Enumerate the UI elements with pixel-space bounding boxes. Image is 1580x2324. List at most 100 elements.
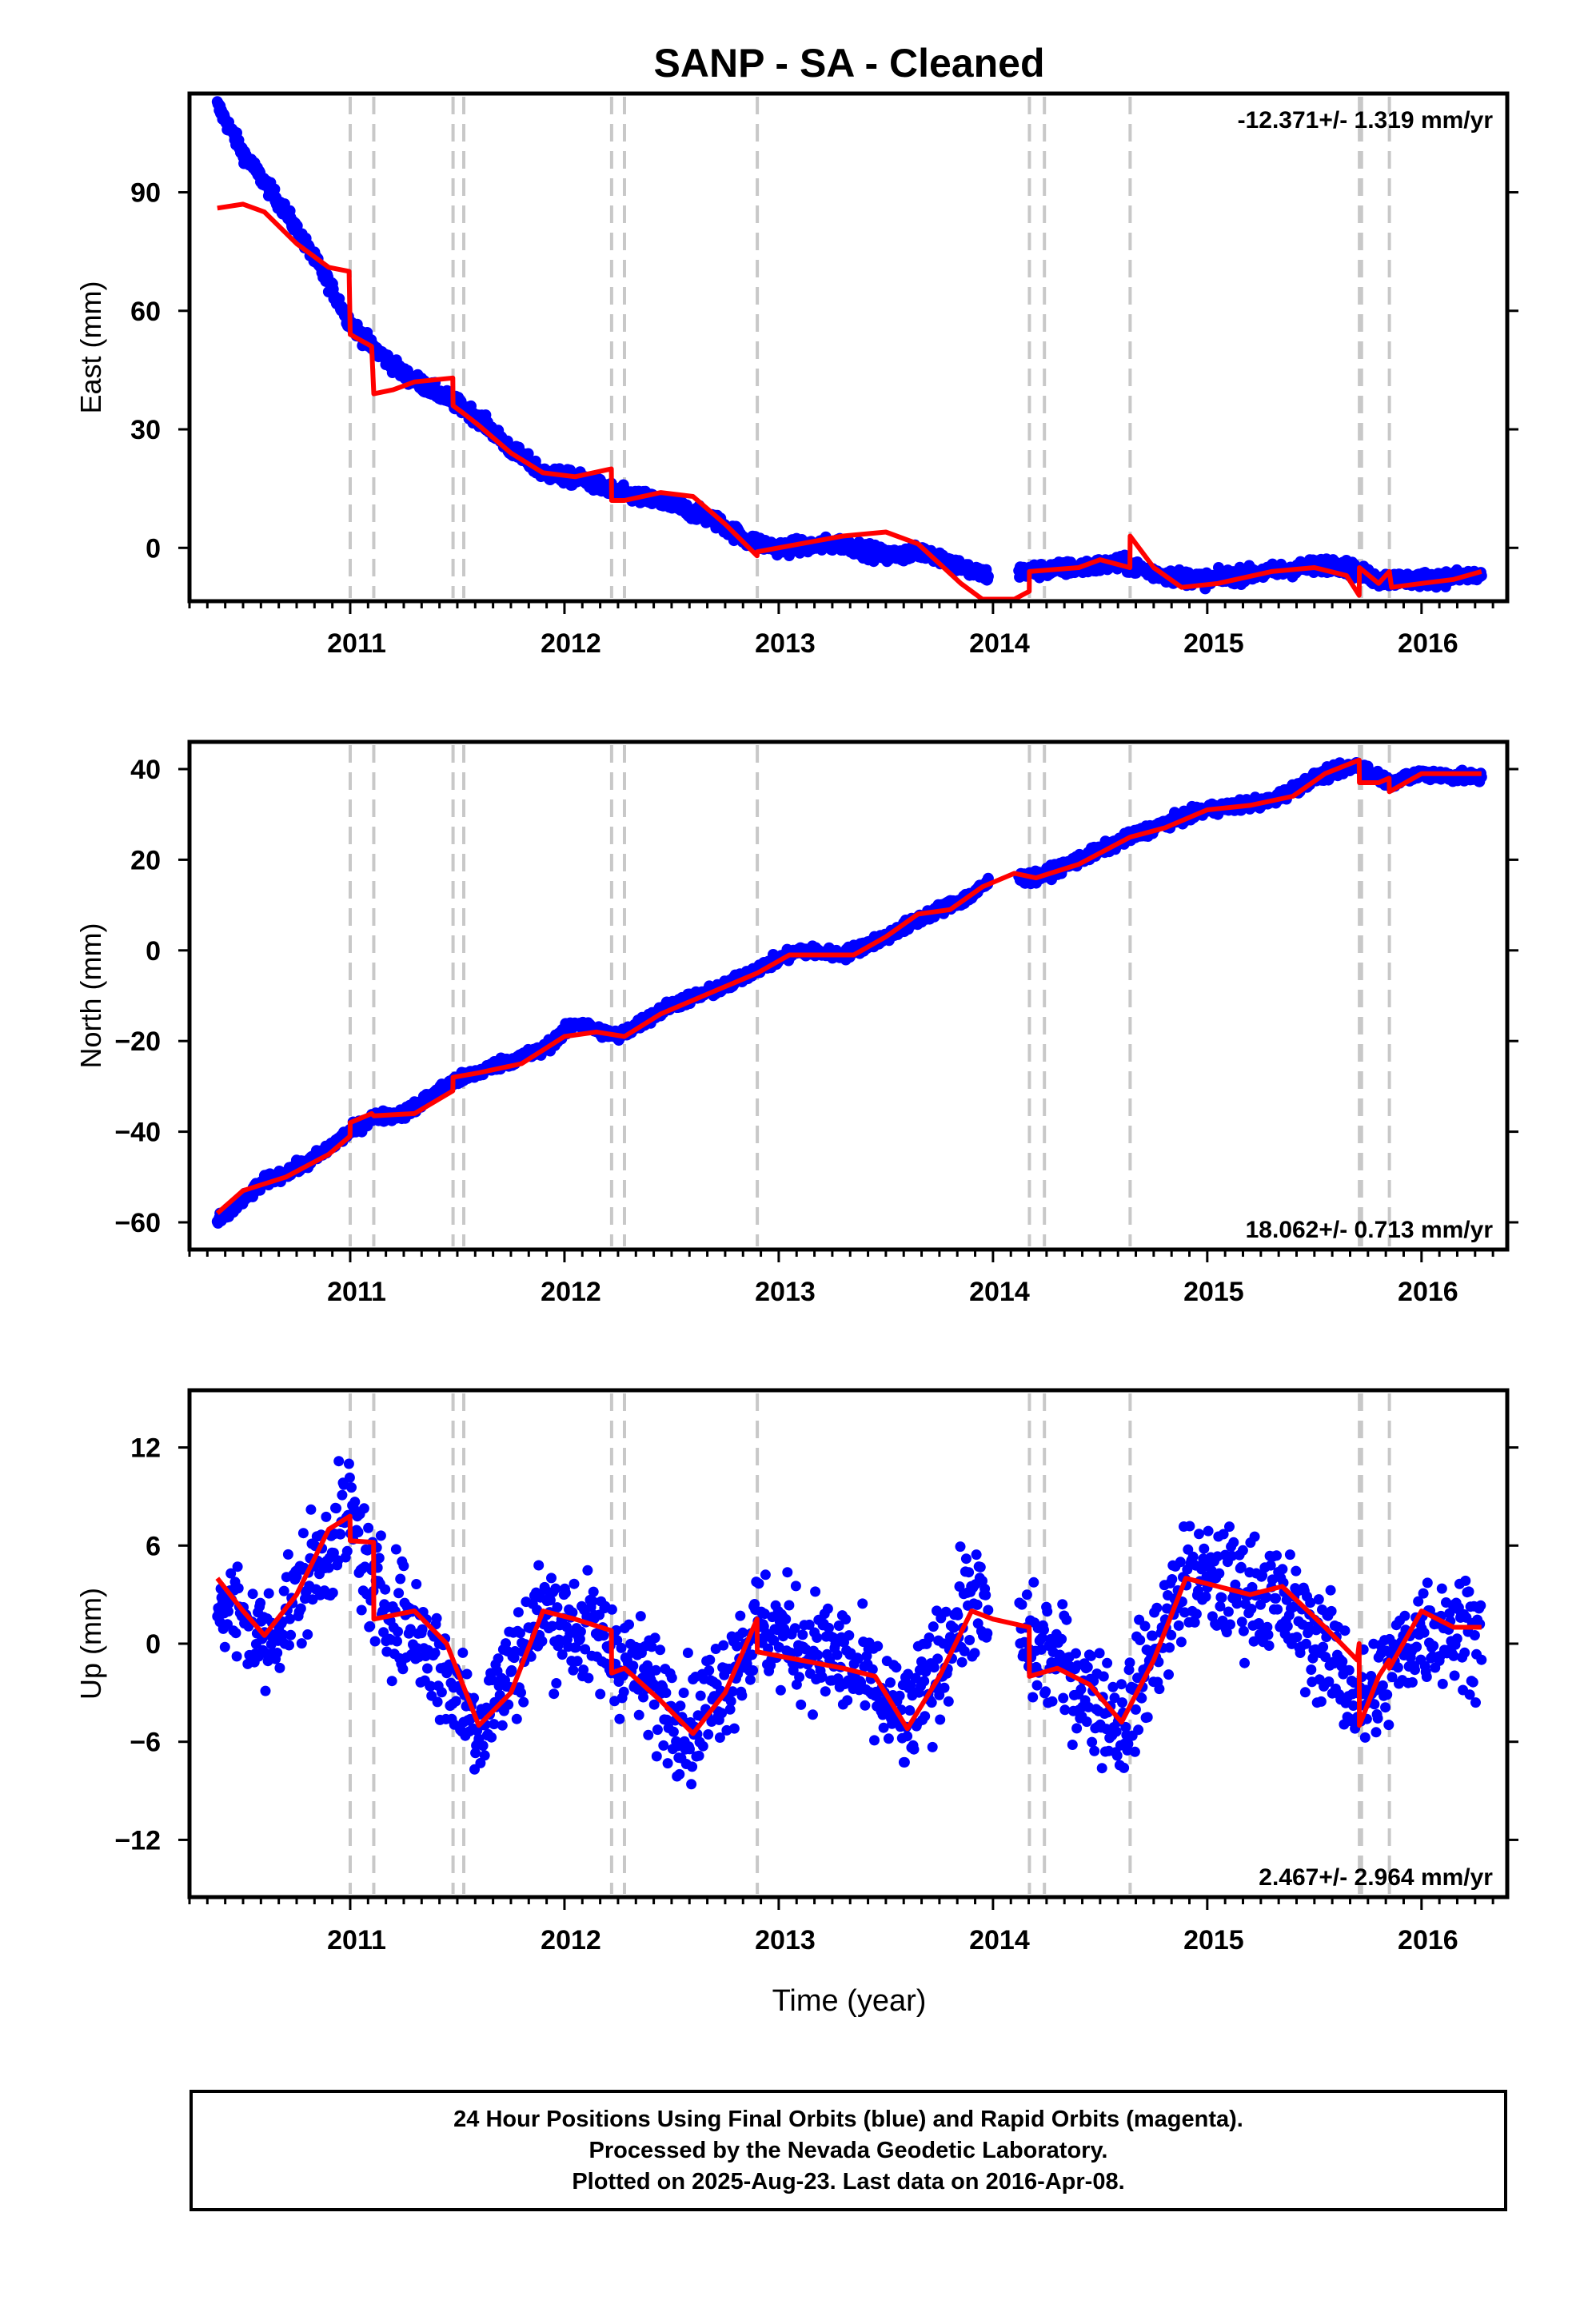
up-data-point bbox=[884, 1733, 894, 1744]
up-data-point bbox=[820, 1686, 831, 1696]
up-data-point bbox=[686, 1779, 696, 1789]
up-data-point bbox=[952, 1610, 963, 1620]
north-plot-frame bbox=[190, 742, 1507, 1250]
up-data-point bbox=[573, 1656, 583, 1666]
up-data-point bbox=[944, 1696, 954, 1707]
up-data-point bbox=[569, 1579, 580, 1589]
up-data-point bbox=[478, 1740, 489, 1751]
up-data-point bbox=[296, 1604, 306, 1614]
up-data-point bbox=[696, 1691, 706, 1701]
up-data-point bbox=[844, 1630, 854, 1640]
up-data-point bbox=[668, 1727, 679, 1737]
up-data-point bbox=[794, 1672, 804, 1682]
up-data-point bbox=[797, 1629, 808, 1640]
up-data-point bbox=[549, 1688, 559, 1699]
up-data-point bbox=[551, 1678, 561, 1688]
up-data-point bbox=[948, 1623, 959, 1633]
up-data-point bbox=[1097, 1763, 1107, 1773]
up-data-point bbox=[518, 1697, 529, 1708]
up-data-point bbox=[451, 1696, 461, 1706]
up-data-point bbox=[919, 1676, 929, 1686]
up-data-point bbox=[264, 1589, 274, 1599]
up-data-point bbox=[497, 1720, 508, 1731]
up-data-point bbox=[513, 1607, 524, 1617]
east-data-point bbox=[983, 571, 994, 582]
up-data-point bbox=[1099, 1672, 1109, 1682]
north-y-tick-label: −40 bbox=[114, 1118, 161, 1148]
east-plot-frame bbox=[190, 94, 1507, 601]
up-data-point bbox=[616, 1643, 627, 1653]
up-data-point bbox=[796, 1700, 806, 1710]
up-data-point bbox=[335, 1529, 345, 1540]
up-data-point bbox=[729, 1724, 740, 1734]
up-data-point bbox=[660, 1688, 671, 1698]
north-x-tick-label: 2013 bbox=[755, 1277, 816, 1307]
east-x-tick-label: 2015 bbox=[1183, 628, 1244, 659]
up-data-point bbox=[832, 1650, 843, 1660]
up-data-point bbox=[391, 1545, 401, 1555]
up-data-point bbox=[904, 1705, 915, 1716]
east-x-tick-label: 2013 bbox=[755, 628, 816, 659]
up-data-point bbox=[298, 1528, 309, 1538]
up-data-point bbox=[331, 1503, 341, 1513]
east-x-tick-label: 2016 bbox=[1398, 628, 1458, 659]
up-data-point bbox=[726, 1696, 736, 1707]
up-data-point bbox=[735, 1611, 745, 1621]
up-data-point bbox=[422, 1664, 433, 1674]
up-data-point bbox=[376, 1530, 386, 1541]
up-data-point bbox=[1042, 1606, 1052, 1616]
up-data-point bbox=[285, 1630, 296, 1640]
up-data-point bbox=[687, 1761, 697, 1772]
up-data-point bbox=[940, 1683, 950, 1693]
north-data-points bbox=[212, 757, 1487, 1229]
up-data-point bbox=[1082, 1716, 1092, 1727]
up-data-point bbox=[928, 1621, 939, 1632]
up-data-point bbox=[812, 1650, 823, 1660]
up-data-point bbox=[583, 1673, 593, 1684]
up-data-point bbox=[231, 1628, 241, 1638]
up-data-point bbox=[516, 1688, 526, 1698]
up-data-point bbox=[698, 1741, 708, 1752]
east-y-axis-label: East (mm) bbox=[74, 281, 107, 414]
up-data-point bbox=[337, 1490, 347, 1501]
up-data-point bbox=[754, 1578, 764, 1589]
north-x-tick-label: 2016 bbox=[1398, 1277, 1458, 1307]
up-data-point bbox=[480, 1750, 490, 1760]
up-data-point bbox=[582, 1565, 592, 1576]
up-data-point bbox=[972, 1549, 982, 1560]
up-data-point bbox=[823, 1604, 833, 1614]
up-data-point bbox=[655, 1644, 665, 1655]
up-data-point bbox=[1027, 1692, 1038, 1703]
north-y-tick-label: 0 bbox=[146, 936, 161, 967]
up-data-point bbox=[1067, 1740, 1078, 1750]
up-data-point bbox=[1039, 1624, 1049, 1635]
north-rate-annotation: 18.062+/- 0.713 mm/yr bbox=[1246, 1217, 1494, 1243]
up-data-point bbox=[980, 1590, 991, 1600]
up-data-point bbox=[220, 1642, 230, 1652]
north-x-tick-label: 2011 bbox=[327, 1277, 386, 1307]
up-data-point bbox=[333, 1456, 344, 1466]
up-data-point bbox=[810, 1586, 820, 1597]
up-data-point bbox=[909, 1744, 920, 1755]
up-data-point bbox=[1040, 1686, 1051, 1696]
north-y-tick-label: −20 bbox=[114, 1026, 161, 1057]
up-data-point bbox=[353, 1527, 364, 1537]
up-data-point bbox=[537, 1636, 547, 1646]
east-rate-annotation: -12.371+/- 1.319 mm/yr bbox=[1238, 107, 1494, 134]
up-data-point bbox=[1075, 1684, 1086, 1695]
up-data-point bbox=[652, 1751, 662, 1761]
up-data-point bbox=[512, 1714, 522, 1724]
up-data-point bbox=[342, 1546, 353, 1557]
east-y-tick-label: 0 bbox=[146, 533, 161, 564]
up-data-point bbox=[248, 1589, 258, 1599]
up-data-points bbox=[212, 1456, 1486, 1789]
up-data-point bbox=[628, 1660, 638, 1671]
up-data-point bbox=[328, 1588, 338, 1598]
up-data-point bbox=[1112, 1751, 1123, 1761]
up-data-point bbox=[718, 1640, 728, 1651]
north-y-tick-label: 20 bbox=[130, 845, 161, 875]
up-data-point bbox=[607, 1604, 617, 1615]
